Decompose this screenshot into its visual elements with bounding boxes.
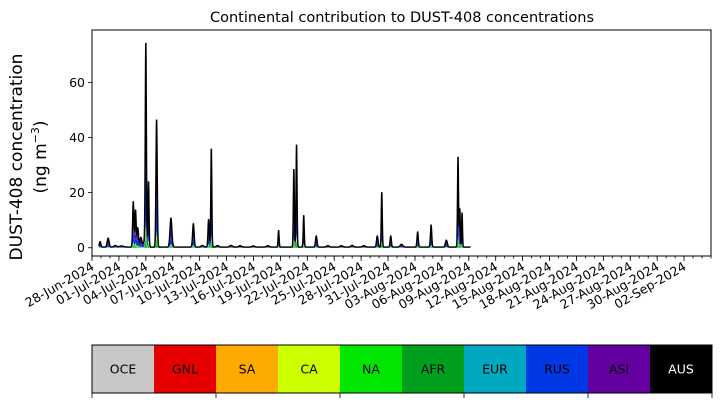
legend-swatch-gnl <box>154 345 217 393</box>
legend-swatch-na <box>340 345 403 393</box>
legend-swatch-eur <box>464 345 527 393</box>
legend-label-eur: EUR <box>482 362 508 377</box>
legend-swatch-ca <box>278 345 341 393</box>
stack-area-0 <box>98 243 471 248</box>
stack-area-6 <box>98 43 471 248</box>
chart-title: Continental contribution to DUST-408 con… <box>210 10 594 26</box>
legend-colorbar: OCE GNL SA CA NA AFR EUR RUS ASI AUS <box>91 344 713 398</box>
y-axis: 0 20 40 60 <box>69 75 92 255</box>
legend-swatch-sa <box>216 345 279 393</box>
legend-frame <box>91 344 713 394</box>
legend-label-afr: AFR <box>421 362 446 377</box>
y-axis-label-line1: DUST-408 concentration <box>7 54 27 261</box>
legend-label-oce: OCE <box>110 362 137 377</box>
y-axis-label-line2: (ng m−3) <box>29 120 51 193</box>
stack-area-4 <box>98 163 471 248</box>
y-tick-label: 20 <box>69 185 85 200</box>
legend-label-rus: RUS <box>544 362 570 377</box>
legend-label-aus: AUS <box>668 362 694 377</box>
legend-swatch-afr <box>402 345 465 393</box>
y-axis-label-close: ) <box>31 120 51 127</box>
legend-swatch-aus <box>650 345 713 393</box>
legend-swatch-rus <box>526 345 589 393</box>
legend-label-na: NA <box>362 362 380 377</box>
x-axis: 28-Jun-202401-Jul-202404-Jul-202407-Jul-… <box>22 256 712 312</box>
y-tick-label: 60 <box>69 75 85 90</box>
legend-label-sa: SA <box>239 362 256 377</box>
plot-area <box>98 42 471 248</box>
legend-label-ca: CA <box>300 362 318 377</box>
stack-area-1 <box>98 233 471 248</box>
y-axis-label: DUST-408 concentration (ng m−3) <box>7 54 51 261</box>
legend-swatch-oce <box>92 345 155 393</box>
stack-area-5 <box>98 112 471 248</box>
y-axis-label-sup: −3 <box>29 127 42 143</box>
plot-frame <box>91 29 712 257</box>
y-axis-label-unit: (ng m <box>31 143 51 193</box>
legend-label-gnl: GNL <box>172 362 198 377</box>
legend-swatch-asi <box>588 345 651 393</box>
total-line <box>98 42 471 248</box>
legend-label-asi: ASI <box>609 362 629 377</box>
y-tick-label: 0 <box>77 240 85 255</box>
y-tick-label: 40 <box>69 130 85 145</box>
